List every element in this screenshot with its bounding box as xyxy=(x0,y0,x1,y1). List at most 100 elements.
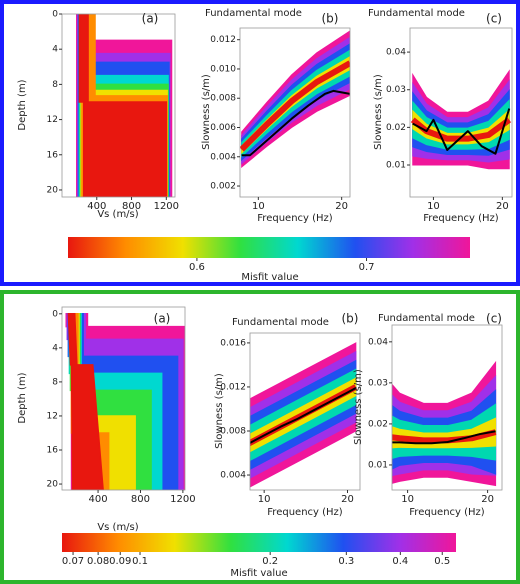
panel-label: (a) xyxy=(154,312,171,326)
y-tick-label: 0 xyxy=(52,10,58,20)
x-tick-label: 0.08 xyxy=(87,556,109,567)
y-tick-label: 0.03 xyxy=(386,85,406,95)
axes-frame xyxy=(391,324,503,491)
y-tick-label: 0 xyxy=(52,309,58,319)
y-axis-label: Depth (m) xyxy=(17,372,28,423)
y-axis-label: Slowness (s/m) xyxy=(201,74,212,150)
y-tick-label: 0.004 xyxy=(220,471,246,481)
vs-profile-band xyxy=(67,313,104,490)
x-axis-label: Frequency (Hz) xyxy=(409,507,485,518)
colorbar-label: Misfit value xyxy=(241,272,298,283)
x-tick-label: 0.4 xyxy=(392,556,408,567)
x-tick-label: 10 xyxy=(252,201,265,212)
chart-title: Fundamental mode xyxy=(232,317,329,328)
y-tick-label: 20 xyxy=(47,185,59,195)
x-tick-label: 0.3 xyxy=(338,556,354,567)
y-tick-label: 12 xyxy=(47,115,58,125)
y-tick-label: 12 xyxy=(47,411,58,421)
best-fit-curve xyxy=(412,108,511,155)
y-tick-label: 0.01 xyxy=(368,460,388,470)
panel-label: (c) xyxy=(486,312,502,326)
x-tick-label: 0.1 xyxy=(132,556,148,567)
y-tick-label: 0.04 xyxy=(386,48,406,58)
y-tick-label: 0.016 xyxy=(220,338,246,348)
x-axis-label: Vs (m/s) xyxy=(97,522,138,533)
x-tick-label: 10 xyxy=(258,494,271,505)
colorbar xyxy=(62,533,456,552)
best-fit-curve xyxy=(250,387,357,445)
y-tick-label: 20 xyxy=(47,480,59,490)
plot-area xyxy=(240,30,350,169)
axes-frame xyxy=(409,27,513,198)
axes-frame xyxy=(249,332,361,491)
x-tick-label: 10 xyxy=(401,494,414,505)
plot-area xyxy=(250,342,358,488)
y-tick-label: 0.02 xyxy=(386,123,406,133)
y-tick-label: 0.010 xyxy=(210,64,236,74)
x-axis-label: Frequency (Hz) xyxy=(267,507,343,518)
x-tick-label: 1200 xyxy=(170,494,195,505)
y-tick-label: 0.004 xyxy=(210,152,236,162)
panel-label: (c) xyxy=(486,12,502,26)
x-tick-label: 800 xyxy=(122,201,141,212)
panel-frame xyxy=(0,0,520,286)
y-tick-label: 16 xyxy=(47,150,59,160)
y-tick-label: 0.01 xyxy=(386,161,406,171)
x-tick-label: 0.6 xyxy=(189,262,205,273)
y-axis-label: Depth (m) xyxy=(17,79,28,130)
y-tick-label: 0.012 xyxy=(220,382,246,392)
y-axis-label: Slowness (s/m) xyxy=(373,74,384,150)
y-axis-label: Slowness (s/m) xyxy=(214,373,225,449)
x-tick-label: 1200 xyxy=(154,201,179,212)
x-tick-label: 20 xyxy=(341,494,354,505)
x-tick-label: 400 xyxy=(89,494,108,505)
x-tick-label: 0.09 xyxy=(109,556,131,567)
y-tick-label: 8 xyxy=(52,377,58,387)
y-tick-label: 0.006 xyxy=(210,123,236,133)
y-tick-label: 4 xyxy=(52,45,58,55)
x-tick-label: 800 xyxy=(131,494,150,505)
chart-title: Fundamental mode xyxy=(368,8,465,19)
panel-label: (b) xyxy=(322,12,339,26)
x-tick-label: 20 xyxy=(335,201,348,212)
y-tick-label: 0.002 xyxy=(210,182,236,192)
chart-title: Fundamental mode xyxy=(205,8,302,19)
dispersion-curve xyxy=(392,429,497,444)
colorbar xyxy=(68,237,470,258)
x-tick-label: 0.07 xyxy=(62,556,84,567)
y-tick-label: 0.012 xyxy=(210,35,236,45)
dispersion-curve xyxy=(240,60,350,152)
y-tick-label: 0.02 xyxy=(368,419,388,429)
plot-area xyxy=(392,360,497,487)
x-tick-label: 20 xyxy=(496,201,509,212)
chart-title: Fundamental mode xyxy=(378,313,475,324)
y-tick-label: 16 xyxy=(47,445,59,455)
y-axis-label: Slowness (s/m) xyxy=(353,369,364,445)
plot-area xyxy=(76,14,173,197)
vs-profile-band xyxy=(78,14,168,197)
plot-area xyxy=(65,313,185,490)
x-axis-label: Frequency (Hz) xyxy=(423,213,499,224)
y-tick-label: 0.008 xyxy=(210,94,236,104)
x-tick-label: 0.2 xyxy=(262,556,278,567)
x-tick-label: 10 xyxy=(427,201,440,212)
axes-frame xyxy=(239,27,351,198)
panel-frame xyxy=(0,290,520,584)
y-tick-label: 0.008 xyxy=(220,426,246,436)
panel-label: (a) xyxy=(142,12,159,26)
best-fit-curve xyxy=(241,89,350,157)
y-tick-label: 0.04 xyxy=(368,337,388,347)
x-axis-label: Vs (m/s) xyxy=(97,209,138,220)
x-tick-label: 0.7 xyxy=(359,262,375,273)
colorbar-label: Misfit value xyxy=(230,568,287,579)
y-tick-label: 0.03 xyxy=(368,378,388,388)
y-tick-label: 8 xyxy=(52,80,58,90)
axes-frame xyxy=(61,306,186,491)
axes-frame xyxy=(61,13,176,198)
panel-label: (b) xyxy=(342,312,359,326)
x-axis-label: Frequency (Hz) xyxy=(257,213,333,224)
plot-area xyxy=(410,69,512,170)
x-tick-label: 400 xyxy=(87,201,106,212)
best-fit-curve xyxy=(392,430,496,445)
